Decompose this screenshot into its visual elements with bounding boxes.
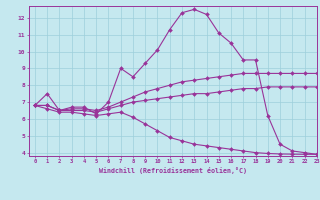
X-axis label: Windchill (Refroidissement éolien,°C): Windchill (Refroidissement éolien,°C) bbox=[99, 167, 247, 174]
